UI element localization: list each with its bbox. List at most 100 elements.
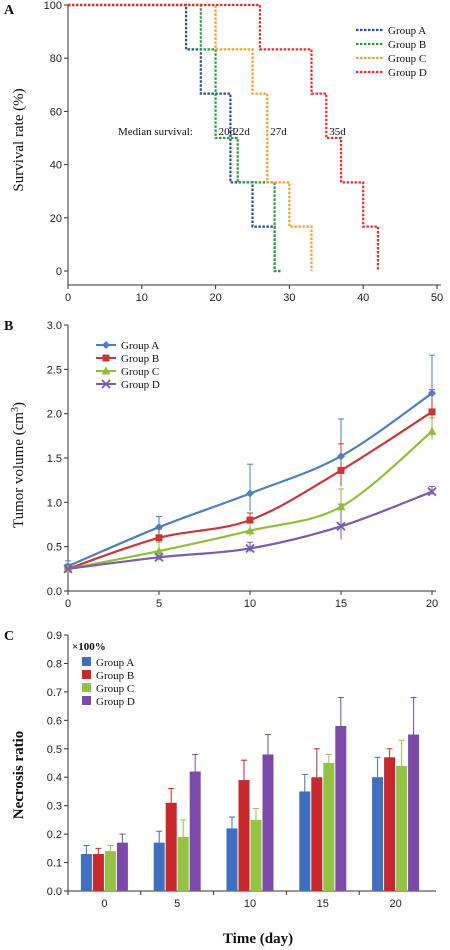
panel-c-bar xyxy=(335,726,347,891)
panel-a-legend-label: Group B xyxy=(388,39,426,51)
panel-a-y-tick-label: 40 xyxy=(50,160,62,172)
panel-b-y-axis-label: Tumor volume (cm3) xyxy=(10,402,27,528)
panel-a-series-line-1 xyxy=(68,3,282,273)
panel-c-x-tick-label: 20 xyxy=(389,898,401,910)
panel-c-bar xyxy=(262,754,274,891)
panel-c-bar xyxy=(153,842,165,891)
panel-a-series-line-2 xyxy=(68,3,282,273)
panel-a-y-tick-label: 60 xyxy=(50,106,62,118)
panel-c-y-tick-label: 0.1 xyxy=(47,858,62,870)
panel-b-data-point xyxy=(154,546,164,555)
panel-c-unit-label: ×100% xyxy=(72,641,106,653)
panel-b-data-point xyxy=(337,466,345,474)
panel-a-survival-chart: A Survival rate (%) 0 10 20 30 40 50 0 20 40 60 80… xyxy=(4,0,443,304)
panel-b-x-tick-label: 10 xyxy=(244,598,256,610)
panel-c-x-tick-label: 15 xyxy=(317,898,329,910)
marker-stroke xyxy=(245,543,255,554)
panel-a-x-tick-label: 20 xyxy=(209,292,221,304)
panel-b-y-tick-label: 1.5 xyxy=(47,453,62,465)
panel-a-median-value: 20d xyxy=(219,126,236,138)
panel-b-x-tick-label: 15 xyxy=(335,598,347,610)
panel-b-data-point xyxy=(245,543,255,554)
panel-a-x-tick-label: 50 xyxy=(431,292,443,304)
panel-c-legend-swatch xyxy=(82,657,91,666)
panel-c-bar xyxy=(372,777,384,891)
panel-c-bar xyxy=(311,777,323,891)
panel-b-data-point xyxy=(154,552,164,562)
panel-c-bar xyxy=(177,836,189,891)
panel-a-x-tick-label: 30 xyxy=(283,292,295,304)
panel-c-y-tick-label: 0.9 xyxy=(47,630,62,642)
panel-c-y-tick-label: 0.2 xyxy=(47,829,62,841)
panel-b-y-tick-label: 3.0 xyxy=(47,320,62,332)
panel-c-label: C xyxy=(4,629,14,644)
panel-a-y-tick-label: 100 xyxy=(44,0,62,12)
panel-a-median-caption: Median survival: xyxy=(118,126,193,138)
panel-c-legend-swatch xyxy=(82,670,91,679)
panel-c-x-tick-label: 5 xyxy=(174,898,180,910)
panel-b-x-tick-label: 20 xyxy=(426,598,438,610)
panel-a-y-axis-label: Survival rate (%) xyxy=(11,88,27,191)
panel-c-bar xyxy=(189,771,201,891)
panel-a-series-line-3 xyxy=(68,3,313,271)
panel-c-y-tick-label: 0.5 xyxy=(47,744,62,756)
panel-c-bar xyxy=(408,734,420,891)
panel-b-data-point xyxy=(428,408,436,416)
panel-b-legend-marker xyxy=(102,354,110,362)
panel-b-data-point xyxy=(155,523,163,532)
panel-c-bar xyxy=(396,765,408,891)
panel-c-legend-swatch xyxy=(82,683,91,692)
panel-b-data-point xyxy=(336,502,346,511)
panel-a-median-value: 35d xyxy=(329,126,346,138)
panel-a-median-value: 27d xyxy=(270,126,287,138)
panel-b-data-point xyxy=(337,452,345,461)
panel-c-y-tick-label: 0.0 xyxy=(47,886,62,898)
panel-b-data-point xyxy=(155,534,163,542)
panel-a-legend-label: Group C xyxy=(388,53,426,65)
panel-a-x-tick-label: 10 xyxy=(136,292,148,304)
panel-b-label: B xyxy=(4,319,13,334)
panel-c-y-tick-label: 0.6 xyxy=(47,715,62,727)
marker-stroke xyxy=(427,487,437,497)
panel-b-y-tick-label: 1.0 xyxy=(47,497,62,509)
panel-c-legend-label: Group C xyxy=(96,683,134,695)
panel-c-y-axis-label: Necrosis ratio xyxy=(11,731,27,819)
panel-b-legend-label: Group C xyxy=(121,366,159,378)
panel-b-data-point xyxy=(246,516,254,524)
panel-a-legend-label: Group A xyxy=(388,25,426,37)
marker-stroke xyxy=(63,564,73,574)
panel-c-x-axis-label: Time (day) xyxy=(223,931,293,947)
panel-c-legend-swatch xyxy=(82,696,91,705)
panel-b-data-point xyxy=(63,564,73,574)
panel-a-x-tick-label: 0 xyxy=(65,292,71,304)
panel-c-bar xyxy=(104,851,116,891)
panel-b-legend-label: Group B xyxy=(121,353,159,365)
panel-c-y-tick-label: 0.8 xyxy=(47,658,62,670)
panel-c-bar xyxy=(238,780,250,891)
panel-a-legend-label: Group D xyxy=(388,67,427,79)
panel-c-x-tick-label: 0 xyxy=(101,898,107,910)
panel-c-y-tick-label: 0.7 xyxy=(47,687,62,699)
panel-b-data-point xyxy=(246,489,254,498)
panel-c-x-tick-label: 10 xyxy=(244,898,256,910)
panel-a-y-tick-label: 20 xyxy=(50,213,62,225)
panel-b-legend-marker xyxy=(101,366,111,375)
panel-c-legend-label: Group B xyxy=(96,670,134,682)
panel-c-bar xyxy=(323,763,335,891)
panel-c-bar xyxy=(250,819,262,891)
marker-stroke xyxy=(336,521,346,531)
panel-b-y-tick-label: 0.5 xyxy=(47,542,62,554)
panel-b-legend-marker xyxy=(101,379,111,389)
panel-a-y-tick-label: 0 xyxy=(56,266,62,278)
panel-a-x-tick-label: 40 xyxy=(357,292,369,304)
marker-stroke xyxy=(154,552,164,562)
panel-b-x-tick-label: 0 xyxy=(65,598,71,610)
panel-b-x-tick-label: 5 xyxy=(156,598,162,610)
panel-c-legend-label: Group A xyxy=(96,657,134,669)
panel-b-tumor-volume-chart: B Tumor volume (cm3) 0 5 10 15 20 0.0 0.5 1.0 1.… xyxy=(4,319,438,610)
panel-b-data-point xyxy=(427,487,437,497)
panel-c-y-tick-label: 0.4 xyxy=(47,772,62,784)
panel-b-data-point xyxy=(428,389,436,398)
panel-b-legend-marker xyxy=(102,341,110,349)
